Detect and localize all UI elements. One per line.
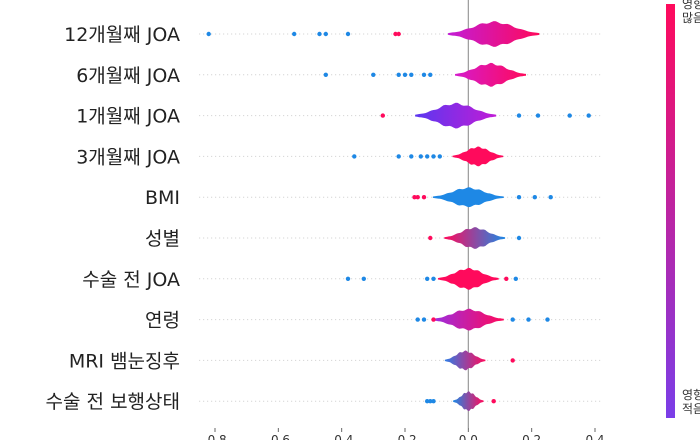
outlier-dot bbox=[393, 31, 398, 37]
outlier-dot bbox=[396, 31, 401, 37]
outlier-dot bbox=[412, 195, 417, 200]
feature-label: 성별 bbox=[145, 228, 180, 250]
outlier-dot bbox=[396, 154, 401, 159]
feature-label: 연령 bbox=[145, 310, 180, 332]
outlier-dot bbox=[567, 113, 572, 118]
outlier-dot bbox=[292, 31, 297, 37]
feature-label: BMI bbox=[145, 187, 180, 209]
outlier-dot bbox=[513, 276, 518, 281]
outlier-dot bbox=[431, 317, 436, 322]
x-tick-label: -0.2 bbox=[393, 433, 416, 440]
colorbar-high-label-bottom: 많음 bbox=[682, 11, 700, 25]
violin-6 bbox=[437, 267, 499, 290]
outlier-dot bbox=[548, 195, 553, 200]
outlier-dot bbox=[345, 276, 351, 281]
outlier-dot bbox=[510, 317, 515, 322]
outlier-dot bbox=[409, 72, 414, 78]
outlier-dot bbox=[586, 113, 591, 118]
violins bbox=[415, 21, 540, 412]
outlier-dot bbox=[437, 154, 442, 159]
outlier-dot bbox=[402, 72, 408, 78]
outlier-dot bbox=[431, 154, 436, 159]
outlier-dot bbox=[526, 317, 531, 322]
feature-label: 1개월째 JOA bbox=[76, 106, 180, 128]
colorbar-high-label-top: 영향 bbox=[682, 0, 700, 11]
violin-8 bbox=[444, 350, 486, 371]
outlier-dot bbox=[428, 399, 433, 404]
outlier-dot bbox=[516, 113, 522, 118]
outlier-dot bbox=[345, 31, 351, 37]
outlier-dot bbox=[504, 276, 509, 281]
outlier-dot bbox=[532, 195, 537, 200]
outlier-dot bbox=[415, 317, 420, 322]
outlier-dot bbox=[317, 31, 322, 37]
violin-0 bbox=[448, 21, 540, 47]
violin-2 bbox=[415, 102, 497, 129]
outlier-dot bbox=[428, 235, 433, 241]
outlier-dot bbox=[425, 276, 430, 281]
outlier-dot bbox=[323, 31, 328, 37]
outlier-dot bbox=[428, 72, 433, 78]
violin-5 bbox=[444, 227, 506, 249]
outlier-dot bbox=[361, 276, 366, 281]
violin-4 bbox=[432, 187, 504, 208]
outlier-dot bbox=[418, 154, 423, 159]
outlier-dot bbox=[491, 399, 496, 404]
x-tick-label: 0.0 bbox=[459, 433, 478, 440]
colorbar-low-label-bottom: 적음 bbox=[682, 402, 700, 416]
outlier-dots bbox=[206, 31, 591, 404]
colorbar-low-label-top: 영향 bbox=[682, 388, 700, 402]
outlier-dot bbox=[545, 317, 550, 322]
violin-1 bbox=[455, 62, 526, 87]
outlier-dot bbox=[516, 235, 522, 241]
feature-rows bbox=[199, 33, 602, 402]
feature-label: 수술 전 JOA bbox=[82, 269, 180, 291]
outlier-dot bbox=[396, 72, 401, 78]
outlier-dot bbox=[516, 195, 522, 200]
colorbar: 영향 많음 영향 적음 bbox=[666, 0, 700, 418]
outlier-dot bbox=[206, 31, 211, 37]
outlier-dot bbox=[425, 154, 430, 159]
feature-label: 6개월째 JOA bbox=[76, 65, 180, 87]
x-tick-label: 0.4 bbox=[585, 433, 604, 440]
outlier-dot bbox=[409, 154, 414, 159]
violin-9 bbox=[453, 391, 484, 412]
outlier-dot bbox=[415, 195, 420, 200]
outlier-dot bbox=[421, 317, 427, 322]
feature-label: MRI 뱀눈징후 bbox=[69, 350, 180, 372]
violin-3 bbox=[452, 146, 504, 167]
outlier-dot bbox=[323, 72, 328, 78]
feature-label: 3개월째 JOA bbox=[76, 146, 180, 168]
colorbar-gradient bbox=[666, 4, 675, 418]
outlier-dot bbox=[535, 113, 541, 118]
outlier-dot bbox=[510, 358, 515, 363]
x-tick-label: -0.4 bbox=[330, 433, 353, 440]
outlier-dot bbox=[380, 113, 385, 118]
x-tick-label: 0.2 bbox=[522, 433, 541, 440]
x-axis: -0.8 -0.6 -0.4 -0.2 0.0 0.2 0.4 bbox=[203, 428, 605, 440]
feature-label: 수술 전 보행상태 bbox=[46, 391, 180, 413]
outlier-dot bbox=[425, 399, 430, 404]
x-tick-label: -0.6 bbox=[267, 433, 290, 440]
x-tick-label: -0.8 bbox=[203, 433, 226, 440]
violin-7 bbox=[432, 308, 504, 331]
outlier-dot bbox=[431, 399, 436, 404]
outlier-dot bbox=[421, 72, 427, 78]
outlier-dot bbox=[352, 154, 357, 159]
outlier-dot bbox=[371, 72, 376, 78]
outlier-dot bbox=[431, 276, 436, 281]
feature-label: 12개월째 JOA bbox=[64, 24, 180, 46]
outlier-dot bbox=[421, 195, 427, 200]
feature-labels: 12개월째 JOA 6개월째 JOA 1개월째 JOA 3개월째 JOA BMI 성별수술… bbox=[46, 24, 180, 413]
